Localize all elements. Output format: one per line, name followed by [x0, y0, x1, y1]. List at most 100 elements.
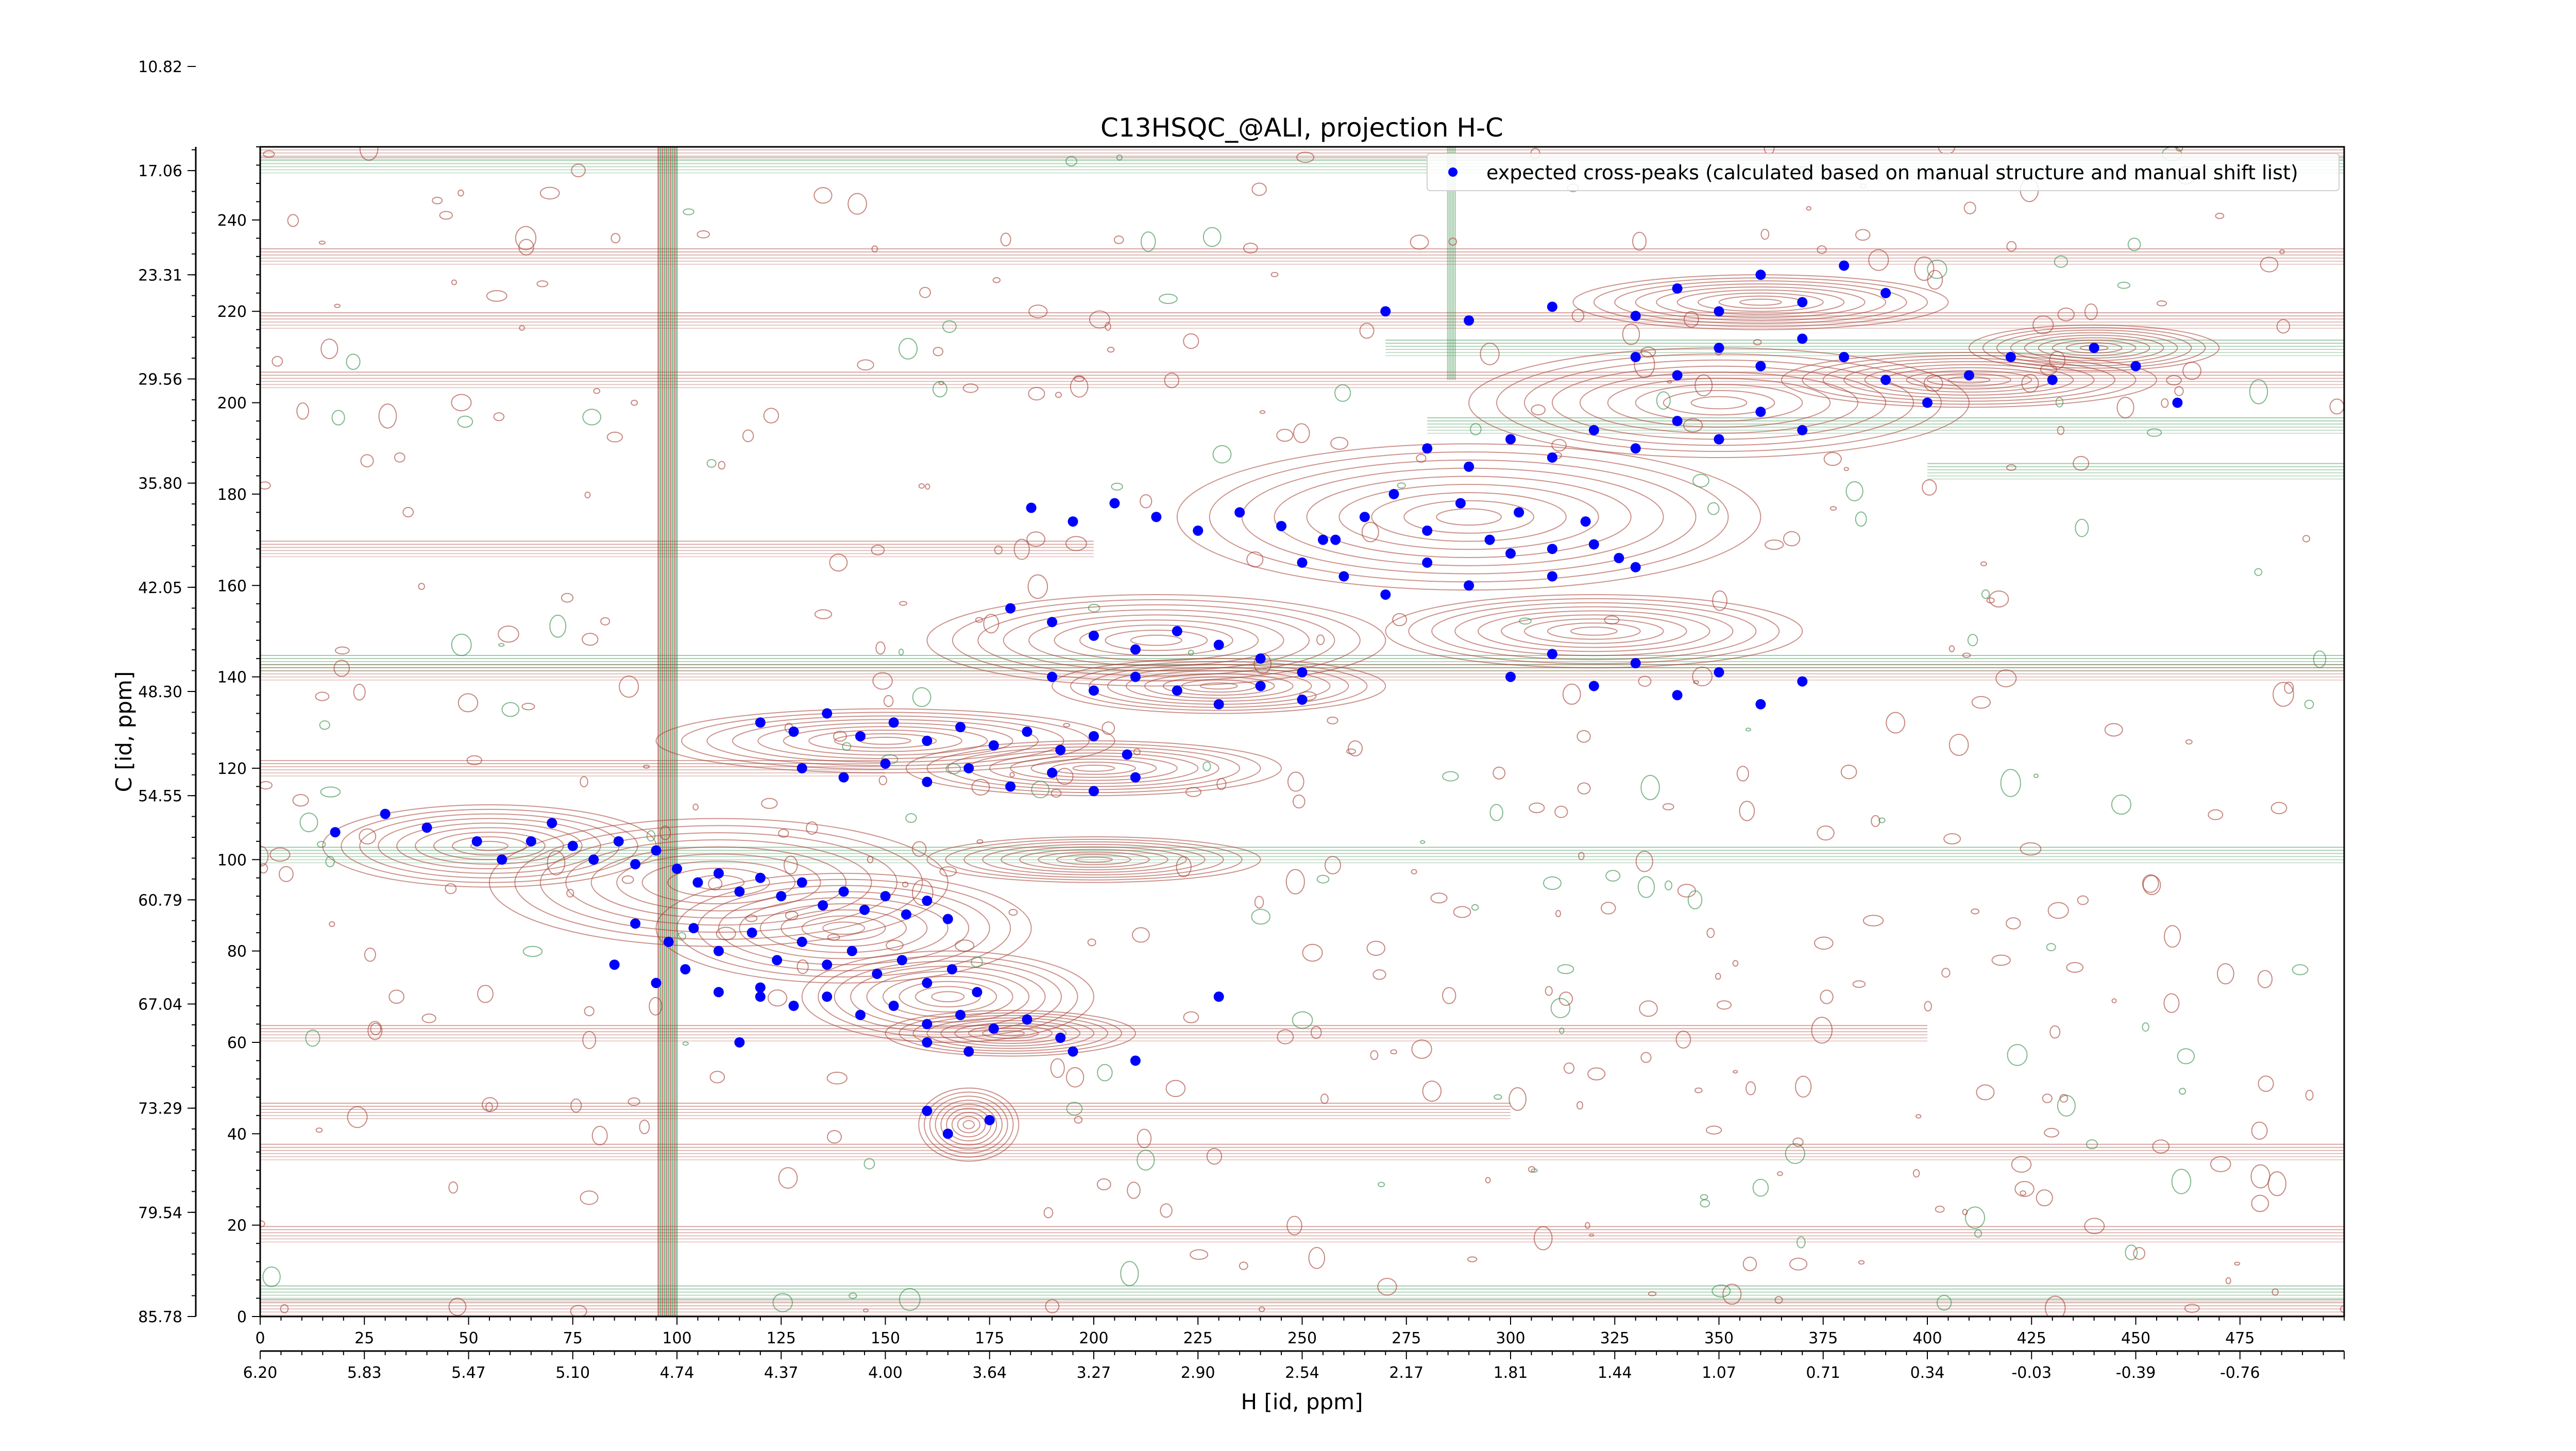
cross-peak-marker — [1055, 745, 1066, 755]
cross-peak-marker — [1213, 639, 1224, 650]
cross-peak-marker — [1922, 397, 1933, 408]
cross-peak-marker — [822, 708, 833, 719]
cross-peak-marker — [692, 877, 703, 888]
cross-peak-marker — [1151, 512, 1162, 522]
cross-peak-marker — [713, 987, 724, 998]
cross-peak-marker — [1797, 425, 1808, 435]
cross-peak-marker — [609, 959, 620, 970]
cross-peak-marker — [1089, 630, 1099, 641]
secondary-y-tick-label: 23.31 — [138, 266, 182, 284]
cross-peak-marker — [955, 722, 966, 733]
cross-peak-marker — [747, 927, 757, 938]
cross-peak-marker — [672, 864, 682, 874]
secondary-y-tick-label: 67.04 — [138, 996, 182, 1014]
cross-peak-marker — [1005, 603, 1016, 614]
cross-peak-marker — [901, 909, 911, 920]
x-tick-label: 475 — [2225, 1329, 2255, 1347]
cross-peak-marker — [471, 836, 482, 847]
secondary-x-tick-label: 4.37 — [764, 1364, 799, 1382]
cross-peak-marker — [734, 1037, 745, 1048]
cross-peak-marker — [1464, 461, 1475, 472]
x-tick-label: 50 — [459, 1329, 478, 1347]
cross-peak-marker — [946, 964, 957, 975]
cross-peak-marker — [1022, 1014, 1032, 1025]
x-tick-label: 250 — [1287, 1329, 1317, 1347]
cross-peak-marker — [1714, 667, 1724, 678]
y-axis: 0 20 40 60 80 100 120 140 160 180 200 220 240 — [217, 146, 260, 1326]
cross-peak-marker — [1022, 727, 1032, 737]
cross-peak-marker — [1089, 786, 1099, 797]
secondary-x-tick-label: 2.90 — [1181, 1364, 1215, 1382]
x-tick-label: 225 — [1183, 1329, 1213, 1347]
cross-peak-marker — [872, 968, 883, 979]
peak-marker-layer — [330, 260, 2183, 1139]
x-tick-label: 25 — [354, 1329, 374, 1347]
cross-peak-marker — [663, 936, 674, 947]
secondary-x-tick-label: 5.10 — [555, 1364, 590, 1382]
cross-peak-marker — [942, 914, 953, 924]
cross-peak-marker — [776, 891, 787, 902]
x-tick-label: 150 — [871, 1329, 900, 1347]
cross-peak-marker — [330, 827, 341, 838]
cross-peak-marker — [1067, 1046, 1078, 1057]
cross-peak-marker — [796, 936, 807, 947]
cross-peak-marker — [1672, 370, 1683, 381]
cross-peak-marker — [1388, 488, 1399, 499]
cross-peak-marker — [984, 1115, 995, 1125]
secondary-y-tick-label: 17.06 — [138, 162, 182, 180]
cross-peak-marker — [1455, 498, 1466, 509]
cross-peak-marker — [1630, 562, 1641, 572]
cross-peak-marker — [1130, 772, 1141, 783]
cross-peak-marker — [1630, 351, 1641, 362]
cross-peak-marker — [1089, 685, 1099, 696]
secondary-y-tick-label: 42.05 — [138, 579, 182, 597]
y-tick-label: 20 — [227, 1217, 247, 1235]
cross-peak-marker — [1484, 534, 1495, 545]
cross-peak-marker — [1422, 443, 1433, 454]
cross-peak-marker — [1297, 694, 1308, 705]
secondary-x-tick-label: 2.17 — [1389, 1364, 1423, 1382]
x-tick-label: 425 — [2017, 1329, 2046, 1347]
cross-peak-marker — [1505, 434, 1516, 445]
y-axis-label: C [id, ppm] — [111, 671, 137, 792]
y-tick-label: 240 — [217, 212, 247, 230]
cross-peak-marker — [1588, 539, 1599, 550]
x-tick-label: 75 — [563, 1329, 583, 1347]
secondary-y-tick-label: 73.29 — [138, 1100, 182, 1118]
x-tick-label: 175 — [975, 1329, 1004, 1347]
cross-peak-marker — [1422, 525, 1433, 536]
cross-peak-marker — [922, 1037, 933, 1048]
cross-peak-marker — [1755, 699, 1766, 710]
y-tick-label: 100 — [217, 851, 247, 869]
cross-peak-marker — [1317, 534, 1328, 545]
cross-peak-marker — [1464, 580, 1475, 591]
cross-peak-marker — [1380, 306, 1391, 317]
cross-peak-marker — [547, 818, 557, 829]
cross-peak-marker — [1338, 571, 1349, 582]
cross-peak-marker — [1588, 681, 1599, 691]
secondary-y-tick-label: 79.54 — [138, 1204, 182, 1222]
y-tick-label: 80 — [227, 943, 247, 961]
x-axis-label: H [id, ppm] — [1241, 1389, 1363, 1414]
cross-peak-marker — [1297, 557, 1308, 568]
cross-peak-marker — [526, 836, 536, 847]
cross-peak-marker — [1630, 443, 1641, 454]
cross-peak-marker — [713, 868, 724, 879]
legend-box — [1427, 153, 2340, 191]
cross-peak-marker — [888, 1001, 899, 1011]
x-tick-label: 0 — [255, 1329, 265, 1347]
cross-peak-marker — [1547, 544, 1557, 554]
cross-peak-marker — [1630, 311, 1641, 322]
cross-peak-marker — [1130, 1055, 1141, 1066]
cross-peak-marker — [1672, 416, 1683, 427]
secondary-y-tick-label: 10.82 — [138, 58, 182, 76]
cross-peak-marker — [955, 1009, 966, 1020]
cross-peak-marker — [1193, 525, 1204, 536]
cross-peak-marker — [1255, 681, 1266, 691]
cross-peak-marker — [421, 822, 432, 833]
cross-peak-marker — [1130, 644, 1141, 655]
secondary-x-tick-label: 1.07 — [1702, 1364, 1736, 1382]
secondary-x-tick-label: 4.74 — [660, 1364, 694, 1382]
cross-peak-marker — [1580, 516, 1591, 527]
cross-peak-marker — [755, 872, 766, 883]
